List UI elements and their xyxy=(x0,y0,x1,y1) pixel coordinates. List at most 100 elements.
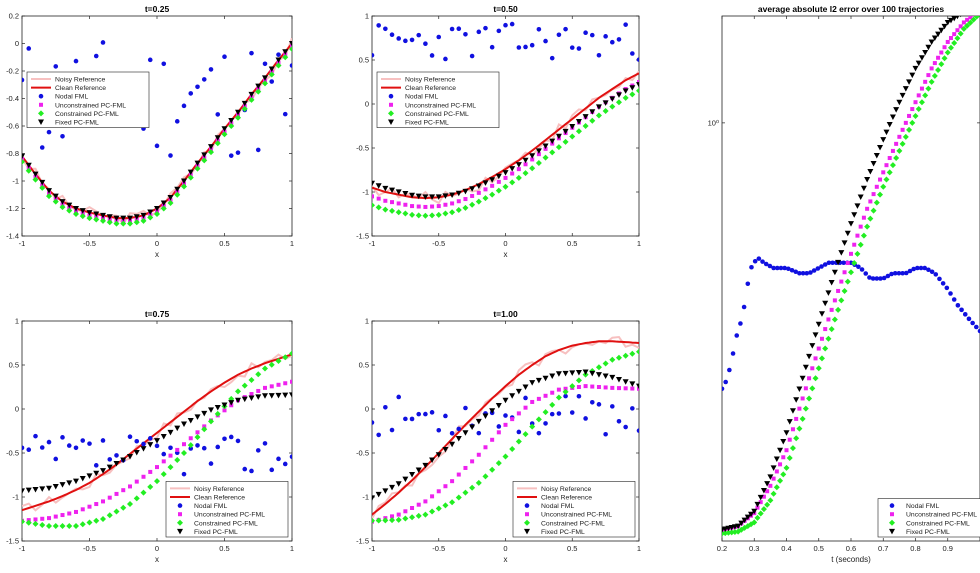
point-constrained-pc-fml xyxy=(248,376,255,383)
legend-swatch xyxy=(38,110,44,117)
point-fixed-pc-fml xyxy=(595,104,602,110)
point-constrained-pc-fml xyxy=(925,85,932,92)
point-nodal-fml xyxy=(228,153,234,158)
point-fixed-pc-fml xyxy=(174,425,181,432)
point-constrained-pc-fml xyxy=(555,144,562,151)
point-nodal-fml xyxy=(66,443,72,448)
point-nodal-fml xyxy=(496,28,502,34)
point-constrained-pc-fml xyxy=(482,473,489,480)
point-unconstrained-pc-fml xyxy=(907,113,912,118)
point-unconstrained-pc-fml xyxy=(195,430,200,435)
point-fixed-pc-fml xyxy=(502,170,509,176)
point-unconstrained-pc-fml xyxy=(490,437,495,442)
y-tick-label: -1.4 xyxy=(6,232,19,241)
point-constrained-pc-fml xyxy=(402,515,409,522)
point-fixed-pc-fml xyxy=(52,193,59,200)
point-nodal-fml xyxy=(396,394,402,400)
chart-title: t=1.00 xyxy=(493,309,518,319)
x-axis-label: x xyxy=(504,250,508,259)
point-constrained-pc-fml xyxy=(282,354,289,361)
point-nodal-fml xyxy=(188,91,194,96)
point-fixed-pc-fml xyxy=(880,137,887,143)
point-nodal-fml xyxy=(376,432,381,438)
point-fixed-pc-fml xyxy=(636,383,639,390)
point-nodal-fml xyxy=(503,22,508,28)
point-fixed-pc-fml xyxy=(86,473,93,479)
point-nodal-fml xyxy=(372,420,375,425)
point-unconstrained-pc-fml xyxy=(868,199,873,204)
legend-label: Nodal FML xyxy=(906,503,939,510)
point-fixed-pc-fml xyxy=(873,152,880,159)
point-nodal-fml xyxy=(636,428,639,433)
point-nodal-fml xyxy=(39,445,45,450)
x-tick-label: 0.9 xyxy=(943,544,953,553)
point-unconstrained-pc-fml xyxy=(839,279,844,284)
point-fixed-pc-fml xyxy=(595,372,602,378)
point-nodal-fml xyxy=(966,316,972,322)
legend-swatch xyxy=(178,512,182,517)
point-constrained-pc-fml xyxy=(589,117,596,124)
point-constrained-pc-fml xyxy=(928,78,935,85)
point-unconstrained-pc-fml xyxy=(790,427,795,432)
point-constrained-pc-fml xyxy=(201,157,208,164)
point-constrained-pc-fml xyxy=(455,207,462,214)
point-constrained-pc-fml xyxy=(382,206,389,213)
point-unconstrained-pc-fml xyxy=(913,100,918,105)
point-unconstrained-pc-fml xyxy=(496,430,501,435)
point-unconstrained-pc-fml xyxy=(53,514,58,519)
plot-area xyxy=(372,21,639,219)
point-fixed-pc-fml xyxy=(886,122,893,128)
point-nodal-fml xyxy=(926,267,931,273)
legend-label: Fixed PC-FML xyxy=(541,529,585,536)
point-constrained-pc-fml xyxy=(941,55,948,62)
point-fixed-pc-fml xyxy=(389,187,396,194)
point-constrained-pc-fml xyxy=(529,423,536,430)
point-nodal-fml xyxy=(623,22,628,27)
x-tick-label: 0.2 xyxy=(717,544,727,553)
point-nodal-fml xyxy=(181,471,187,477)
point-unconstrained-pc-fml xyxy=(269,384,274,389)
y-tick-label: 0.5 xyxy=(359,361,369,370)
point-constrained-pc-fml xyxy=(880,183,887,190)
point-nodal-fml xyxy=(255,147,261,153)
point-constrained-pc-fml xyxy=(851,260,858,267)
point-fixed-pc-fml xyxy=(818,311,825,317)
y-tick-label: 0.5 xyxy=(359,56,369,65)
point-constrained-pc-fml xyxy=(595,364,602,371)
point-constrained-pc-fml xyxy=(806,395,813,402)
point-unconstrained-pc-fml xyxy=(630,386,635,391)
point-nodal-fml xyxy=(100,40,106,45)
point-fixed-pc-fml xyxy=(462,188,469,195)
point-unconstrained-pc-fml xyxy=(101,499,105,504)
point-constrained-pc-fml xyxy=(569,383,576,390)
point-constrained-pc-fml xyxy=(127,501,133,508)
y-tick-label: -1.2 xyxy=(6,204,19,213)
point-fixed-pc-fml xyxy=(221,402,228,409)
point-nodal-fml xyxy=(208,67,214,72)
point-constrained-pc-fml xyxy=(562,138,569,145)
point-fixed-pc-fml xyxy=(208,407,214,413)
point-fixed-pc-fml xyxy=(822,300,829,307)
point-unconstrained-pc-fml xyxy=(842,270,847,275)
point-constrained-pc-fml xyxy=(255,371,262,378)
point-nodal-fml xyxy=(623,424,628,430)
point-constrained-pc-fml xyxy=(522,431,529,438)
point-unconstrained-pc-fml xyxy=(530,157,535,162)
point-fixed-pc-fml xyxy=(375,491,382,498)
point-fixed-pc-fml xyxy=(935,31,942,38)
point-constrained-pc-fml xyxy=(268,71,275,78)
point-constrained-pc-fml xyxy=(275,62,282,69)
point-constrained-pc-fml xyxy=(922,92,929,99)
point-fixed-pc-fml xyxy=(133,214,140,220)
x-tick-label: 0 xyxy=(503,544,507,553)
point-unconstrained-pc-fml xyxy=(490,183,495,188)
x-axis-label: t (seconds) xyxy=(831,555,871,564)
point-fixed-pc-fml xyxy=(844,230,851,237)
x-axis-label: x xyxy=(155,555,159,564)
point-fixed-pc-fml xyxy=(100,212,106,219)
point-unconstrained-pc-fml xyxy=(543,393,548,398)
point-unconstrained-pc-fml xyxy=(939,50,944,55)
point-unconstrained-pc-fml xyxy=(456,199,461,204)
point-constrained-pc-fml xyxy=(208,418,214,425)
point-constrained-pc-fml xyxy=(375,517,382,524)
